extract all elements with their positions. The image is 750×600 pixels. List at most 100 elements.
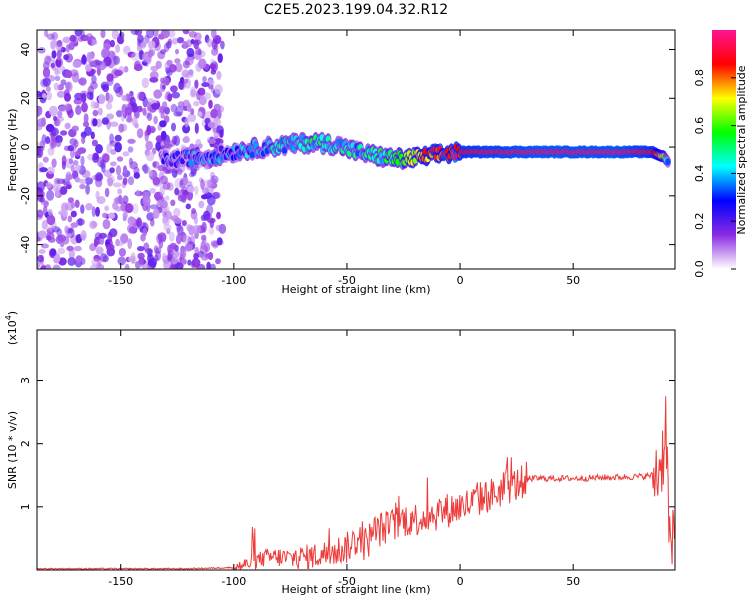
spectrogram-noise-blob xyxy=(210,108,218,119)
spectrogram-noise-blob xyxy=(203,210,211,221)
spectrogram-noise-blob xyxy=(91,206,96,218)
spectrogram-noise-blob xyxy=(214,84,223,95)
spectrogram-noise-blob xyxy=(194,185,199,196)
spectrogram-noise-blob xyxy=(39,167,48,173)
spectrogram-noise-blob xyxy=(155,60,162,69)
spectrogram-noise-blob xyxy=(47,166,55,175)
spectrogram-noise-blob xyxy=(171,122,176,132)
spectrogram-noise-blob xyxy=(91,75,97,84)
spectrogram-noise-blob xyxy=(152,176,161,186)
spectrogram-noise-blob xyxy=(164,106,170,115)
spectrogram-noise-blob xyxy=(175,62,183,73)
snr-panel: -150 -100 -50 0 50 1 2 3 Height of straight li… xyxy=(4,311,676,596)
spectrogram-ridge-cell xyxy=(249,151,255,159)
spectrogram-noise-blob xyxy=(201,255,209,261)
spectrogram-noise-blob xyxy=(66,245,74,251)
spectrogram-noise-blob xyxy=(87,39,93,46)
spectrogram-noise-blob xyxy=(56,90,66,98)
spectrogram-noise-blob xyxy=(95,178,103,188)
spectrogram-noise-blob xyxy=(102,212,108,219)
spectrogram-noise-blob xyxy=(136,105,143,113)
spectrogram-noise-blob xyxy=(98,93,106,105)
spectrogram-noise-blob xyxy=(113,82,121,94)
spectrogram-noise-blob xyxy=(207,251,214,261)
spectrogram-noise-blob xyxy=(44,55,52,65)
spectrogram-ridge-layer xyxy=(158,131,672,171)
spectrogram-noise-blob xyxy=(113,55,120,65)
spectrogram-noise-blob xyxy=(73,245,82,252)
spectrogram-noise-blob xyxy=(117,188,123,195)
spectrogram-noise-blob xyxy=(69,34,77,43)
spectrogram-noise-blob xyxy=(159,120,167,128)
spectrogram-noise-blob xyxy=(167,249,174,259)
spectrogram-noise-blob xyxy=(51,140,57,149)
spectrogram-noise-blob xyxy=(132,203,139,214)
spectrogram-noise-blob xyxy=(88,52,94,60)
spectrogram-noise-blob xyxy=(41,219,48,230)
colorbar-tick-label: 0.2 xyxy=(693,212,706,230)
spectrogram-noise-blob xyxy=(144,248,154,255)
spectrogram-noise-blob xyxy=(80,155,85,166)
spectrogram-noise-blob xyxy=(46,189,55,201)
spectrogram-noise-blob xyxy=(214,36,221,45)
spectrogram-noise-blob xyxy=(91,221,98,228)
spectrogram-noise-blob xyxy=(110,161,117,167)
spectrogram-noise-blob xyxy=(187,259,192,266)
spectrogram-noise-blob xyxy=(71,143,77,152)
spectrogram-noise-blob xyxy=(209,63,216,70)
spectrogram-noise-blob xyxy=(176,168,183,176)
spectrogram-frame xyxy=(36,29,676,270)
spectrogram-noise-blob xyxy=(141,77,149,89)
spectrogram-noise-blob xyxy=(37,209,44,218)
spectrogram-noise-blob xyxy=(92,118,98,127)
spectrogram-noise-blob xyxy=(90,264,99,269)
spectrogram-noise-blob xyxy=(37,181,45,192)
spectrogram-noise-blob xyxy=(78,77,87,86)
spectrogram-noise-blob xyxy=(56,178,66,185)
spectrogram-noise-blob xyxy=(200,241,206,250)
spectrogram-noise-blob xyxy=(190,108,195,115)
spectrogram-noise-blob xyxy=(137,34,144,43)
spectrogram-noise-blob xyxy=(157,199,163,206)
spectrogram-noise-blob xyxy=(81,102,88,113)
spectrogram-noise-blob xyxy=(191,257,201,268)
spectrogram-noise-blob xyxy=(174,58,181,64)
spectrogram-noise-blob xyxy=(38,190,45,199)
spectrogram-noise-blob xyxy=(54,75,61,82)
spectrogram-noise-blob xyxy=(85,203,93,211)
spectrogram-noise-blob xyxy=(70,164,75,173)
spectrogram-noise-blob xyxy=(207,138,216,144)
spectrogram-noise-blob xyxy=(203,92,212,100)
spectrogram-noise-blob xyxy=(51,50,57,59)
spectrogram-noise-blob xyxy=(127,176,135,186)
spectrogram-noise-blob xyxy=(188,31,197,38)
spectrogram-noise-blob xyxy=(151,102,161,110)
spectrogram-noise-blob xyxy=(61,209,68,218)
spectrogram-noise-blob xyxy=(124,203,134,214)
colorbar-label: Normalized spectral amplitude xyxy=(735,65,748,234)
spectrogram-noise-blob xyxy=(67,108,74,119)
spectrogram-noise-blob xyxy=(101,48,108,59)
spectrogram-noise-blob xyxy=(121,95,127,102)
snr-y-ticks: 1 2 3 xyxy=(19,377,675,510)
spectrogram-noise-blob xyxy=(42,67,51,78)
spectrogram-noise-blob xyxy=(183,135,190,144)
spectrogram-noise-blob xyxy=(79,183,86,190)
snr-frame xyxy=(36,329,676,571)
spectrogram-noise-blob xyxy=(101,117,109,125)
x-tick-label: -150 xyxy=(108,274,133,287)
spectrogram-noise-blob xyxy=(220,40,225,50)
snr-y-axis-label: SNR (10 * v/v) xyxy=(6,411,19,489)
snr-plot-area xyxy=(37,330,675,570)
spectrogram-noise-blob xyxy=(50,248,57,257)
spectrogram-noise-blob xyxy=(146,151,155,162)
spectrogram-noise-blob xyxy=(131,116,138,127)
spectrogram-noise-blob xyxy=(196,90,201,101)
spectrogram-noise-blob xyxy=(47,225,56,231)
spectrogram-noise-blob xyxy=(106,143,112,154)
spectrogram-noise-blob xyxy=(122,195,129,205)
spectrogram-noise-blob xyxy=(50,39,58,48)
spectrogram-noise-blob xyxy=(62,36,71,44)
spectrogram-noise-blob xyxy=(95,60,103,66)
spectrogram-noise-blob xyxy=(98,232,107,239)
